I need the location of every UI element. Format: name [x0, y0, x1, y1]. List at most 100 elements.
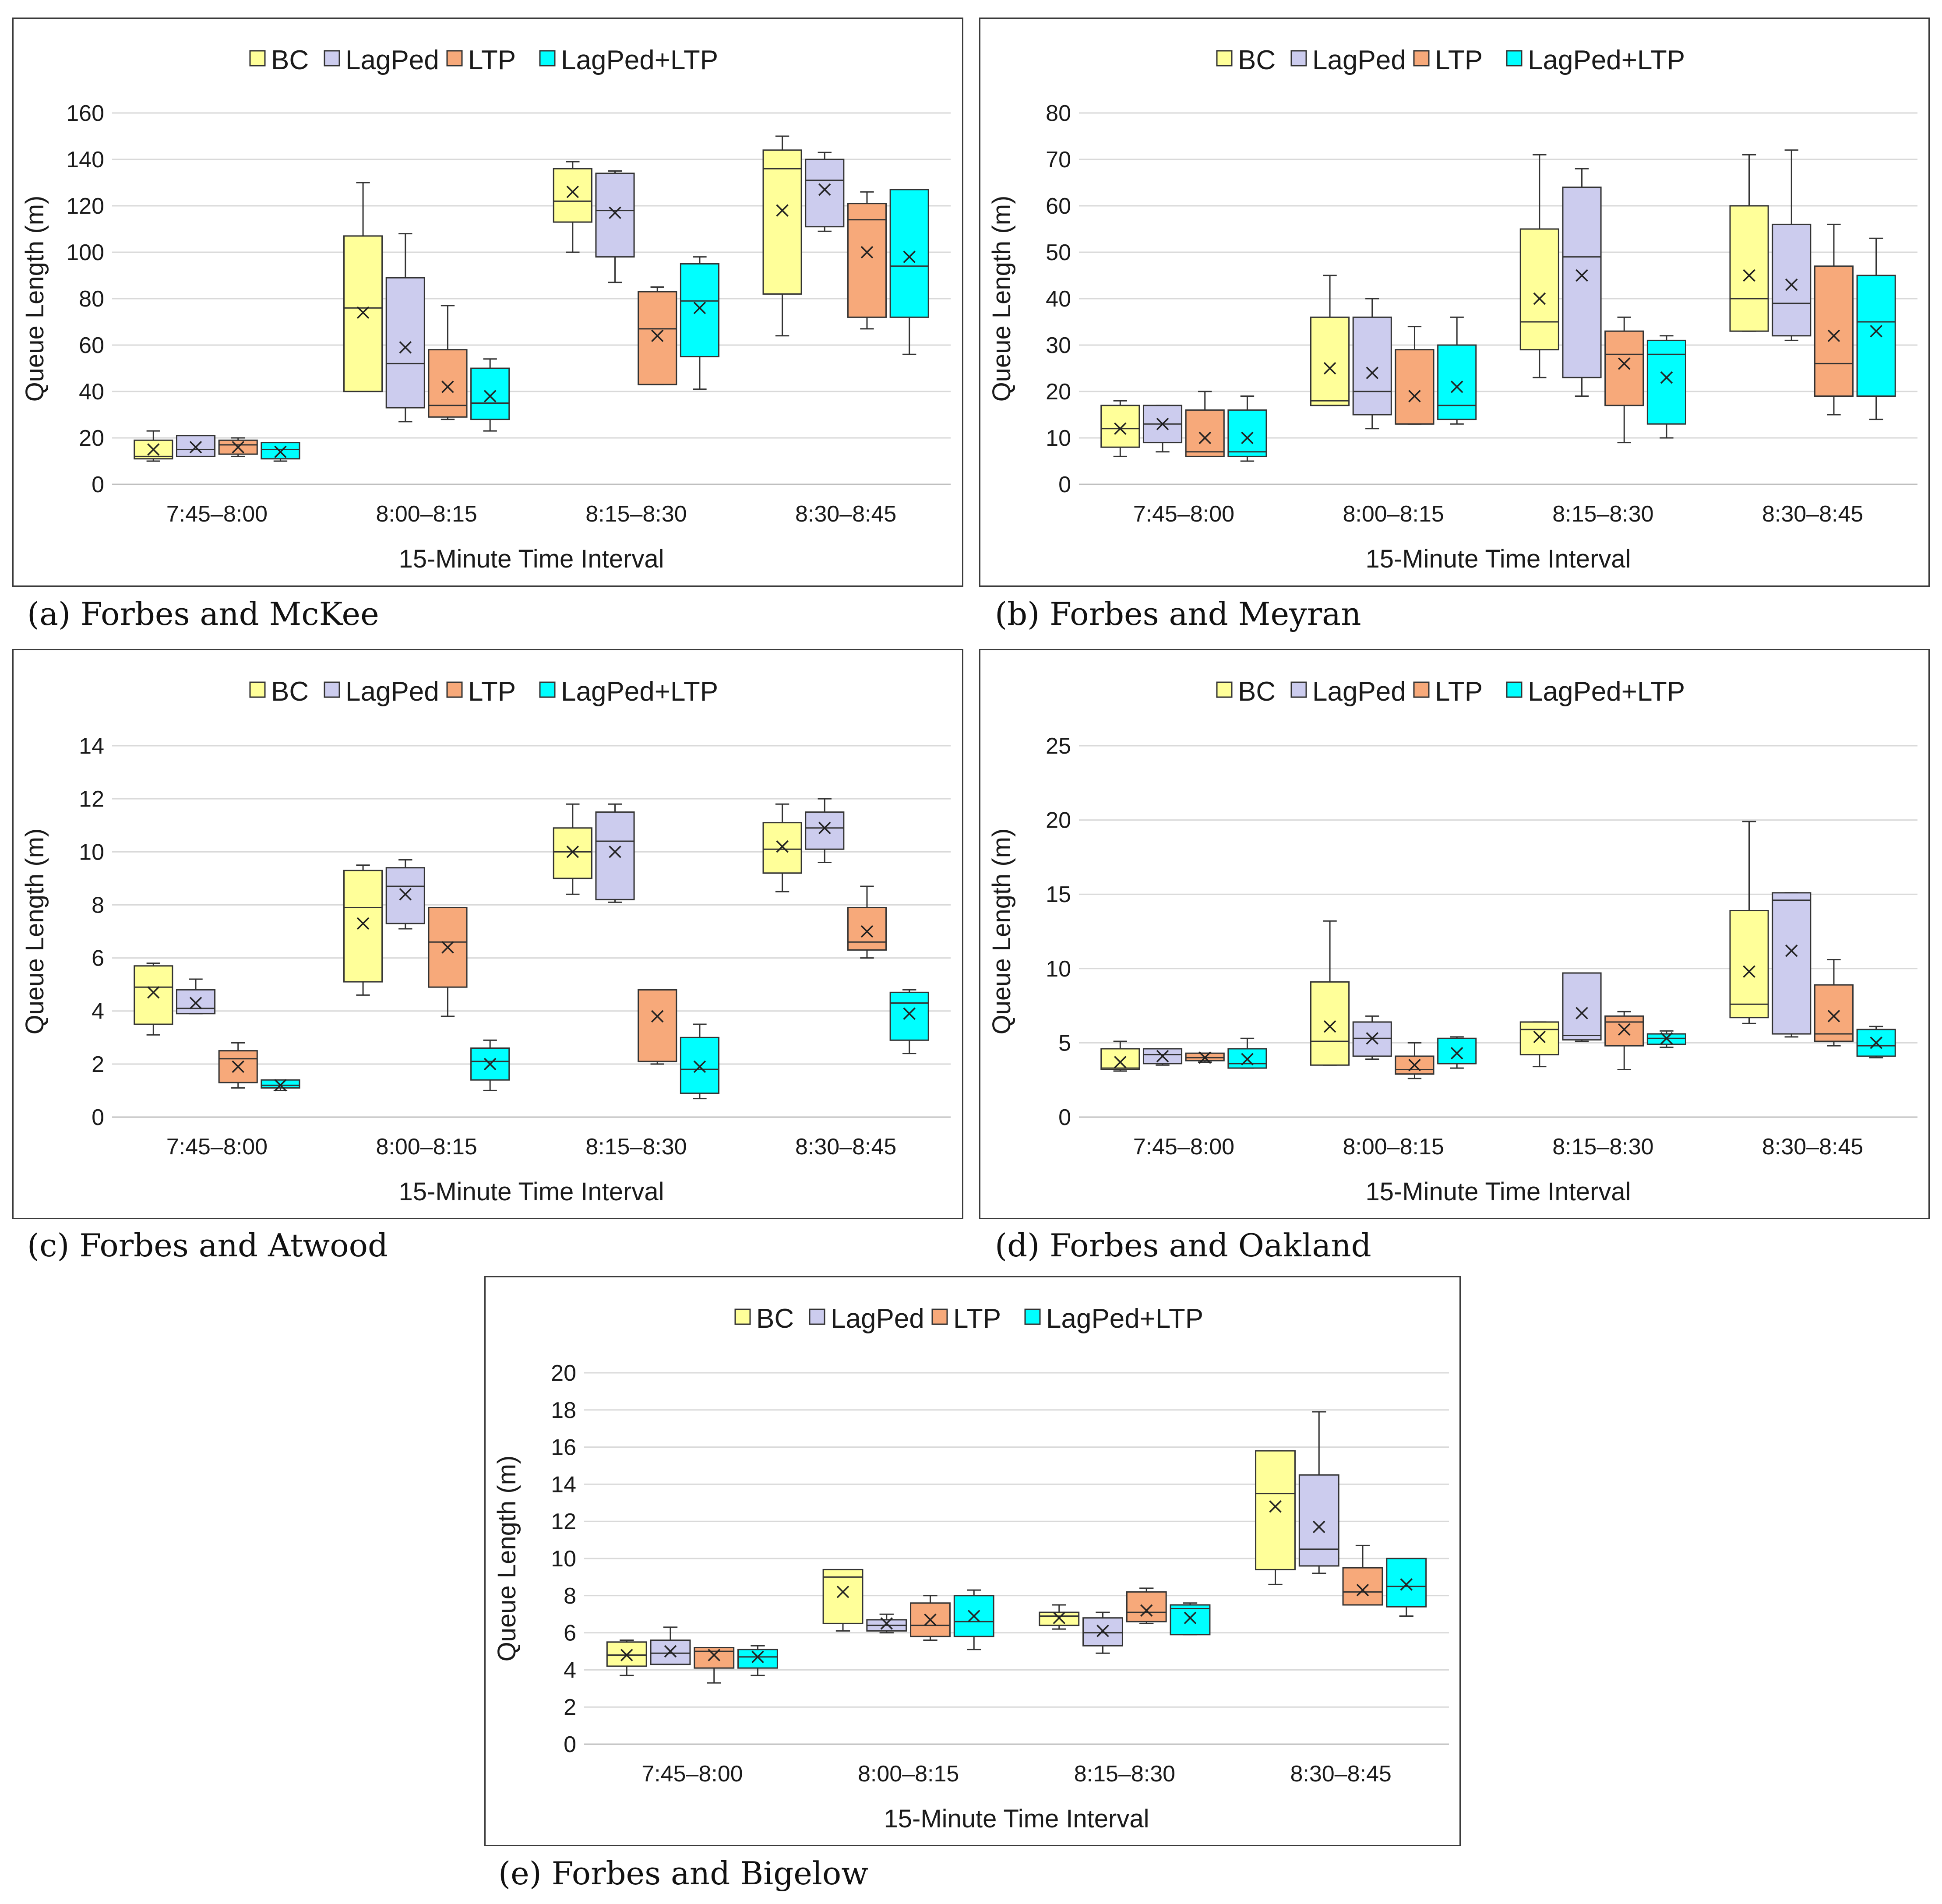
x-tick-label: 8:30–8:45	[1290, 1761, 1391, 1787]
mean-marker	[903, 250, 916, 263]
box-lagped	[1562, 168, 1602, 397]
y-tick-label: 20	[1046, 379, 1071, 405]
mean-marker	[860, 925, 874, 938]
legend: BC LagPed LTP LagPed+LTP	[734, 1304, 1203, 1334]
box-iqr	[176, 435, 216, 457]
box-lagped	[176, 435, 216, 457]
box-iqr	[261, 1079, 300, 1089]
mean-marker	[399, 341, 412, 354]
legend-label: LTP	[1435, 677, 1483, 707]
mean-marker	[441, 381, 454, 393]
mean-marker	[693, 1060, 706, 1073]
box-lagped	[866, 1613, 907, 1634]
box-lagped	[595, 803, 635, 903]
mean-marker	[1156, 417, 1169, 430]
x-axis-title: 15-Minute Time Interval	[398, 545, 664, 573]
box-iqr	[1519, 228, 1559, 351]
mean-marker	[1323, 1020, 1336, 1033]
box-iqr	[1255, 1450, 1296, 1570]
y-tick-label: 14	[79, 733, 104, 759]
box-iqr	[847, 203, 887, 318]
box-iqr	[1437, 1037, 1477, 1065]
box-iqr	[218, 439, 258, 455]
y-tick-label: 70	[1046, 147, 1071, 173]
mean-marker	[751, 1650, 764, 1663]
box-bc	[1519, 1021, 1559, 1068]
mean-marker	[1533, 292, 1546, 305]
y-tick-label: 80	[1046, 101, 1071, 126]
box-ltp	[910, 1595, 951, 1641]
y-tick-label: 10	[1046, 956, 1071, 982]
legend-label: BC	[756, 1304, 794, 1334]
mean-marker	[1114, 422, 1127, 435]
box-iqr	[805, 159, 845, 228]
caption-d: (d) Forbes and Oakland	[995, 1227, 1371, 1264]
mean-marker	[664, 1645, 677, 1658]
y-tick-label: 6	[92, 946, 104, 971]
box-bc	[134, 430, 173, 462]
x-tick-label: 8:15–8:30	[1074, 1761, 1175, 1787]
box-ltp	[1604, 1011, 1644, 1070]
box-lagped	[1082, 1611, 1123, 1654]
box-lagped	[805, 798, 845, 864]
box-bc	[1100, 400, 1140, 457]
legend-swatch-lagped	[1290, 50, 1307, 67]
box-iqr	[1100, 1048, 1140, 1070]
box-bc	[822, 1569, 864, 1632]
mean-marker	[483, 1058, 497, 1071]
mean-marker	[1870, 324, 1882, 338]
box-iqr	[1170, 1604, 1211, 1636]
legend-swatch-lagped	[324, 50, 340, 67]
x-tick-label: 8:00–8:15	[1343, 501, 1444, 527]
legend-label: LagPed+LTP	[1528, 45, 1685, 75]
mean-marker	[1400, 1578, 1413, 1591]
box-lagped	[650, 1626, 691, 1665]
x-tick-label: 8:00–8:15	[858, 1761, 959, 1787]
legend-label: LTP	[1435, 45, 1483, 75]
mean-marker	[1575, 269, 1588, 282]
legend: BC LagPed LTP LagPed+LTP	[1216, 45, 1685, 75]
box-iqr	[1395, 349, 1434, 425]
y-tick-label: 10	[551, 1546, 576, 1572]
box-iqr	[553, 168, 592, 223]
legend-label: LTP	[953, 1304, 1001, 1334]
mean-marker	[860, 246, 874, 259]
box-iqr	[1185, 409, 1225, 457]
legend: BC LagPed LTP LagPed+LTP	[1216, 677, 1685, 707]
x-tick-label: 7:45–8:00	[1133, 501, 1234, 527]
box-iqr	[1437, 344, 1477, 420]
caption-a: (a) Forbes and McKee	[27, 596, 379, 632]
y-tick-label: 10	[1046, 426, 1071, 451]
y-tick-label: 12	[551, 1509, 576, 1534]
box-lagped-plus-ltp	[889, 189, 929, 355]
box-iqr	[1562, 187, 1602, 378]
mean-marker	[232, 1060, 244, 1073]
box-bc	[1310, 920, 1350, 1066]
y-tick-label: 50	[1046, 240, 1071, 265]
legend: BC LagPed LTP LagPed+LTP	[249, 45, 718, 75]
legend-label: LTP	[468, 45, 516, 75]
y-axis-title: Queue Length (m)	[21, 829, 49, 1035]
box-lagped-plus-ltp	[470, 358, 510, 432]
y-tick-label: 4	[92, 999, 104, 1024]
mean-marker	[1450, 381, 1463, 393]
box-iqr	[822, 1569, 864, 1624]
box-iqr	[680, 1037, 720, 1094]
y-tick-label: 120	[66, 194, 104, 219]
y-tick-label: 60	[1046, 194, 1071, 219]
box-iqr	[638, 989, 677, 1062]
mean-marker	[1269, 1500, 1282, 1513]
box-lagped	[1298, 1411, 1339, 1574]
mean-marker	[147, 443, 160, 456]
mean-marker	[1356, 1583, 1369, 1597]
box-lagped	[1562, 972, 1602, 1042]
y-tick-label: 20	[551, 1361, 576, 1386]
chart-d: 0 5 10 15 20 25 7:45–8:00 8:00–8:15 8:15–8:30 8:3…	[987, 677, 1917, 1206]
legend-label: LagPed+LTP	[1528, 677, 1685, 707]
box-lagped-plus-ltp	[953, 1589, 994, 1650]
mean-marker	[1575, 1007, 1588, 1019]
mean-marker	[1114, 1056, 1127, 1068]
box-lagped	[595, 170, 635, 283]
box-iqr	[1729, 910, 1769, 1019]
box-ltp	[1395, 1042, 1434, 1079]
